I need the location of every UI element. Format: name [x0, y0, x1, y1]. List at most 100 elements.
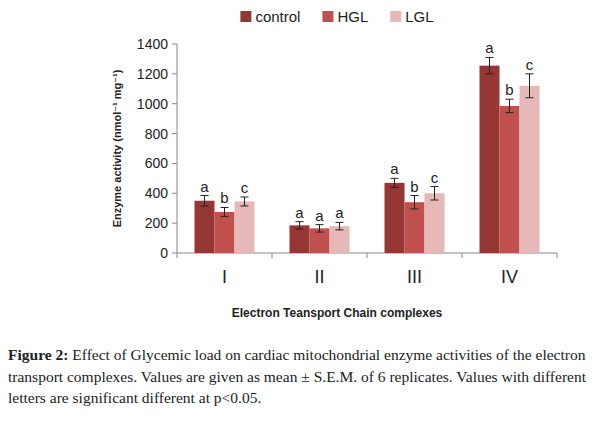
error-bar [221, 207, 229, 216]
y-tick-label: 1200 [137, 66, 168, 82]
error-cap [221, 207, 229, 208]
bar [215, 212, 235, 253]
significance-letter: a [390, 160, 399, 177]
legend-label: HGL [337, 8, 368, 25]
y-tick [172, 44, 177, 45]
error-bar [506, 99, 514, 112]
legend-label: control [255, 8, 300, 25]
error-stem [509, 99, 510, 112]
error-cap [241, 197, 249, 198]
significance-letter: c [431, 169, 439, 186]
x-tick [367, 253, 368, 258]
y-tick-label: 1000 [137, 96, 168, 112]
error-stem [529, 74, 530, 98]
significance-letter: b [220, 189, 228, 206]
figure-label: Figure 2: [8, 346, 68, 363]
error-bar [241, 197, 249, 206]
y-tick-label: 800 [145, 126, 169, 142]
error-stem [224, 207, 225, 216]
significance-letter: c [526, 56, 534, 73]
significance-letter: a [295, 204, 304, 221]
plot [195, 57, 540, 253]
x-axis-title: Electron Teansport Chain complexes [232, 306, 443, 320]
x-axis: IIIIIIIV [177, 253, 557, 287]
bar [480, 66, 500, 253]
y-tick [172, 253, 177, 254]
bar [310, 228, 330, 253]
y-tick-label: 1400 [137, 36, 168, 52]
bar [235, 201, 255, 253]
error-stem [299, 222, 300, 229]
error-cap [526, 97, 534, 98]
error-stem [244, 197, 245, 206]
error-bar [526, 74, 534, 98]
error-cap [296, 229, 304, 230]
error-cap [296, 221, 304, 222]
bar [195, 201, 215, 253]
error-cap [221, 216, 229, 217]
significance-letter: a [315, 207, 324, 224]
x-tick [462, 253, 463, 258]
significance-letter: a [200, 178, 209, 195]
caption: Figure 2: Effect of Glycemic load on car… [8, 344, 586, 409]
letters: aaaababbcacc [200, 39, 533, 223]
y-tick [172, 133, 177, 134]
y-axis: 0200400600800100012001400 [137, 36, 177, 261]
x-tick-label: I [222, 267, 227, 287]
y-tick-label: 200 [145, 215, 169, 231]
y-axis-title: Enzyme activity (nmol⁻¹ mg⁻¹) [111, 69, 123, 227]
y-axis-line [177, 44, 178, 253]
error-stem [319, 225, 320, 232]
error-bar [316, 225, 324, 232]
error-cap [486, 73, 494, 74]
error-cap [336, 229, 344, 230]
x-tick [557, 253, 558, 258]
error-stem [434, 187, 435, 200]
error-bar [486, 57, 494, 73]
y-tick [172, 103, 177, 104]
bar [500, 106, 520, 253]
error-cap [316, 224, 324, 225]
error-cap [391, 187, 399, 188]
error-bar [391, 178, 399, 187]
significance-letter: c [241, 179, 249, 196]
error-stem [204, 196, 205, 206]
significance-letter: b [505, 81, 513, 98]
legend-swatch [322, 11, 333, 22]
error-stem [394, 178, 395, 187]
legend-label: LGL [405, 8, 433, 25]
error-bar [431, 187, 439, 200]
error-stem [489, 57, 490, 73]
bar [385, 183, 405, 253]
error-cap [506, 99, 514, 100]
y-tick-label: 400 [145, 185, 169, 201]
bar [330, 226, 350, 253]
legend: control HGL LGL [240, 8, 433, 25]
x-tick-label: III [407, 267, 422, 287]
error-cap [411, 208, 419, 209]
page: {"chart_data": {"type": "bar", "figure_l… [0, 0, 594, 439]
caption-text: Effect of Glycemic load on cardiac mitoc… [8, 346, 586, 406]
y-tick [172, 223, 177, 224]
bar [290, 225, 310, 253]
y-tick-label: 600 [145, 155, 169, 171]
error-bar [201, 196, 209, 206]
error-bar [296, 222, 304, 229]
chart: controlHGLLGL0200400600800100012001400En… [0, 0, 594, 340]
x-tick-label: II [314, 267, 324, 287]
error-stem [414, 196, 415, 209]
error-cap [526, 73, 534, 74]
x-tick [177, 253, 178, 258]
error-cap [316, 232, 324, 233]
error-cap [411, 195, 419, 196]
error-bar [336, 222, 344, 229]
bar [405, 202, 425, 253]
error-bar [411, 196, 419, 209]
significance-letter: a [485, 39, 494, 56]
error-cap [241, 205, 249, 206]
error-cap [391, 178, 399, 179]
bar [520, 86, 540, 253]
y-tick [172, 163, 177, 164]
legend-swatch [390, 11, 401, 22]
legend-swatch [240, 11, 251, 22]
